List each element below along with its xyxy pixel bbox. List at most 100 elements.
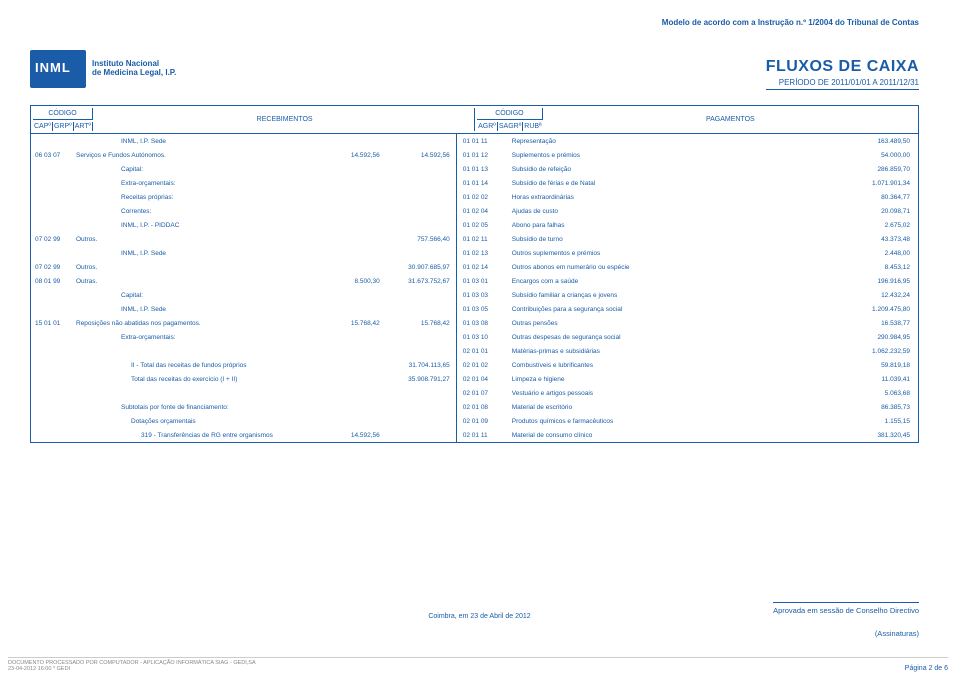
row-code: 01 01 13	[457, 166, 512, 173]
table-row: 02 01 11Material de consumo clínico381.3…	[457, 428, 918, 442]
row-val: 286.859,70	[838, 166, 918, 173]
row-code: 01 02 11	[457, 236, 512, 243]
row-val: 290.984,95	[838, 334, 918, 341]
row-desc: INML, I.P. Sede	[76, 250, 326, 257]
org-logo: Instituto Nacional de Medicina Legal, I.…	[30, 50, 176, 88]
table-row: Capital:	[31, 162, 456, 176]
row-desc: INML, I.P. - PIDDAC	[76, 222, 326, 229]
org-name: Instituto Nacional de Medicina Legal, I.…	[92, 60, 176, 78]
row-val1: 15.768,42	[326, 320, 386, 327]
row-desc: Representação	[512, 138, 838, 145]
table-row: 06 03 07Serviços e Fundos Autónomos.14.5…	[31, 148, 456, 162]
row-code: 02 01 09	[457, 418, 512, 425]
row-desc: Serviços e Fundos Autónomos.	[76, 152, 326, 159]
row-code: 01 02 05	[457, 222, 512, 229]
table-row: 01 03 03Subsídio familiar a crianças e j…	[457, 288, 918, 302]
column-header: CÓDIGO RECEBIMENTOS CÓDIGO PAGAMENTOS CA…	[30, 105, 919, 134]
table-row: 01 01 14Subsídio de férias e de Natal1.0…	[457, 176, 918, 190]
doc-footer: DOCUMENTO PROCESSADO POR COMPUTADOR - AP…	[8, 657, 948, 672]
row-desc: Outros abonos em numerário ou espécie	[512, 264, 838, 271]
recebimentos-column: INML, I.P. Sede06 03 07Serviços e Fundos…	[31, 134, 457, 442]
table-row: INML, I.P. Sede	[31, 302, 456, 316]
row-code: 02 01 04	[457, 376, 512, 383]
table-row: 01 03 01Encargos com a saúde196.916,95	[457, 274, 918, 288]
row-desc: Subsídio de férias e de Natal	[512, 180, 838, 187]
row-desc: Matérias-primas e subsidiárias	[512, 348, 838, 355]
report-title-block: FLUXOS DE CAIXA PERÍODO DE 2011/01/01 A …	[766, 58, 919, 90]
row-val1: 14.592,56	[326, 152, 386, 159]
table-row: 319 - Transferências de RG entre organis…	[31, 428, 456, 442]
row-val: 1.209.475,80	[838, 306, 918, 313]
table-row: Extra-orçamentais:	[31, 176, 456, 190]
table-row: Total das receitas do exercício (I + II)…	[31, 372, 456, 386]
row-val: 381.320,45	[838, 432, 918, 439]
row-code: 01 01 11	[457, 138, 512, 145]
table-body: INML, I.P. Sede06 03 07Serviços e Fundos…	[30, 134, 919, 443]
row-desc: Abono para falhas	[512, 222, 838, 229]
row-code: 02 01 01	[457, 348, 512, 355]
row-code: 01 03 10	[457, 334, 512, 341]
logo-mark	[30, 50, 86, 88]
row-val: 54.000,00	[838, 152, 918, 159]
table-row: 02 01 08Material de escritório86.385,73	[457, 400, 918, 414]
row-desc: Extra-orçamentais:	[76, 180, 326, 187]
row-val: 2.448,00	[838, 250, 918, 257]
row-val: 196.916,95	[838, 278, 918, 285]
table-row: II - Total das receitas de fundos própri…	[31, 358, 456, 372]
hdr-grp: GRPº	[53, 122, 74, 131]
report-title: FLUXOS DE CAIXA	[766, 58, 919, 76]
row-desc: Combustíveis e lubrificantes	[512, 362, 838, 369]
row-val1: 14.592,56	[326, 432, 386, 439]
row-code: 01 03 05	[457, 306, 512, 313]
row-code: 02 01 11	[457, 432, 512, 439]
row-desc: Subsídio de refeição	[512, 166, 838, 173]
row-desc: Capital:	[76, 166, 326, 173]
row-desc: Outras pensões	[512, 320, 838, 327]
row-val2: 31.673.752,67	[386, 278, 456, 285]
hdr-rub: RUBª	[523, 122, 542, 131]
row-desc: Subsídio familiar a crianças e jovens	[512, 292, 838, 299]
table-row: 01 02 13Outros suplementos e prémios2.44…	[457, 246, 918, 260]
row-val2: 15.768,42	[386, 320, 456, 327]
row-desc: Receitas próprias:	[76, 194, 326, 201]
row-code: 02 01 08	[457, 404, 512, 411]
row-desc: Subsídio de turno	[512, 236, 838, 243]
row-code: 07 02 99	[31, 264, 76, 271]
row-code: 06 03 07	[31, 152, 76, 159]
table-row: 08 01 99Outras.8.500,3031.673.752,67	[31, 274, 456, 288]
table-row: Dotações orçamentais	[31, 414, 456, 428]
row-val: 12.432,24	[838, 292, 918, 299]
row-val1: 8.500,30	[326, 278, 386, 285]
table-row: 01 02 05Abono para falhas2.675,02	[457, 218, 918, 232]
row-desc: Subtotais por fonte de financiamento:	[76, 404, 326, 411]
table-row: 01 01 13Subsídio de refeição286.859,70	[457, 162, 918, 176]
table-row: Capital:	[31, 288, 456, 302]
row-desc: Ajudas de custo	[512, 208, 838, 215]
hdr-agr: AGRº	[477, 122, 498, 131]
row-val: 80.364,77	[838, 194, 918, 201]
hdr-sagr: SAGRº	[498, 122, 523, 131]
table-row: 01 03 10Outras despesas de segurança soc…	[457, 330, 918, 344]
row-val: 59.819,18	[838, 362, 918, 369]
hdr-art: ARTº	[74, 122, 92, 131]
row-desc: INML, I.P. Sede	[76, 138, 326, 145]
approval-text: Aprovada em sessão de Conselho Directivo	[773, 602, 919, 615]
table-row: INML, I.P. Sede	[31, 246, 456, 260]
row-val2: 30.907.685,97	[386, 264, 456, 271]
row-code: 01 03 03	[457, 292, 512, 299]
row-code: 02 01 07	[457, 390, 512, 397]
row-code: 08 01 99	[31, 278, 76, 285]
row-code: 01 02 14	[457, 264, 512, 271]
row-desc: II - Total das receitas de fundos própri…	[76, 362, 326, 369]
row-desc: Limpeza e higiene	[512, 376, 838, 383]
row-val: 16.538,77	[838, 320, 918, 327]
table-row: 02 01 09Produtos químicos e farmacêutico…	[457, 414, 918, 428]
row-code: 01 03 01	[457, 278, 512, 285]
row-val: 11.039,41	[838, 376, 918, 383]
row-desc: Outras.	[76, 278, 326, 285]
row-code: 01 03 08	[457, 320, 512, 327]
table-row: 01 02 02Horas extraordinárias80.364,77	[457, 190, 918, 204]
table-row: 01 01 11Representação163.489,50	[457, 134, 918, 148]
row-val: 8.453,12	[838, 264, 918, 271]
row-val2: 14.592,56	[386, 152, 456, 159]
